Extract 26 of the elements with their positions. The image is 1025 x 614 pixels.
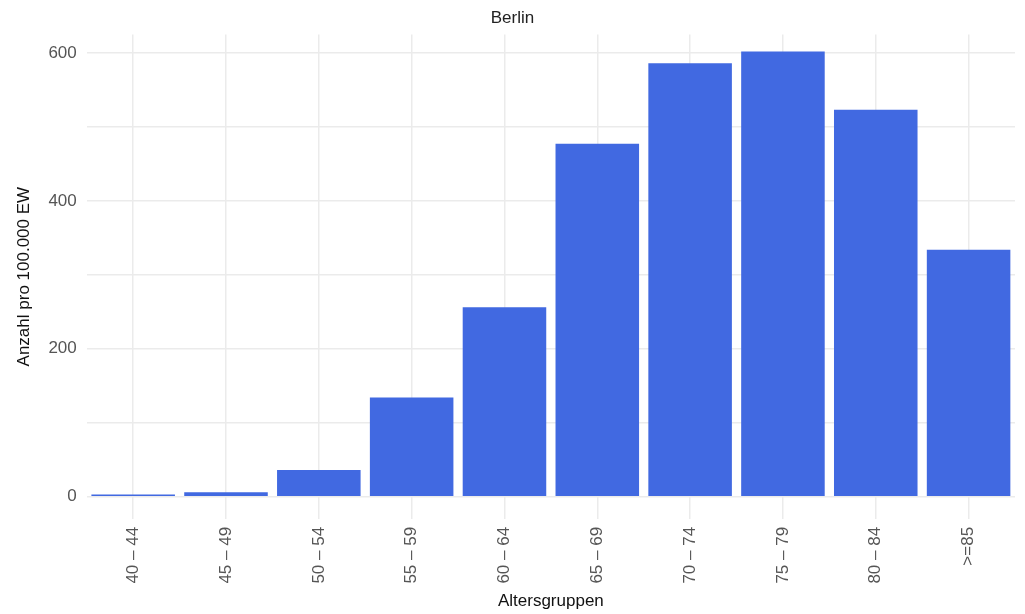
- x-tick-label: 75 – 79: [772, 526, 792, 584]
- bar: [648, 63, 732, 496]
- y-tick-label: 0: [67, 486, 77, 506]
- bar: [555, 143, 640, 496]
- y-axis-title: Anzahl pro 100.000 EW: [13, 186, 33, 367]
- y-tick-label: 600: [48, 42, 77, 62]
- x-tick-label: 80 – 84: [865, 526, 885, 584]
- x-tick-label: 70 – 74: [679, 526, 699, 584]
- chart-title: Berlin: [490, 7, 535, 27]
- bar: [926, 249, 1011, 496]
- x-tick-label: 40 – 44: [122, 526, 142, 584]
- y-tick-label: 200: [48, 338, 77, 358]
- x-tick-label: 60 – 64: [494, 526, 514, 584]
- bar: [462, 307, 547, 496]
- bar: [833, 109, 918, 496]
- x-tick-label: >=85: [958, 526, 978, 566]
- bar: [277, 470, 361, 496]
- bar: [369, 397, 454, 496]
- bar: [741, 51, 825, 496]
- x-tick-label: 50 – 54: [308, 526, 328, 584]
- x-tick-label: 55 – 59: [401, 526, 421, 584]
- x-tick-label: 65 – 69: [586, 526, 606, 584]
- y-tick-label: 400: [48, 190, 77, 210]
- x-axis-title: Altersgruppen: [497, 591, 604, 611]
- bar: [184, 492, 268, 496]
- x-tick-label: 45 – 49: [215, 526, 235, 584]
